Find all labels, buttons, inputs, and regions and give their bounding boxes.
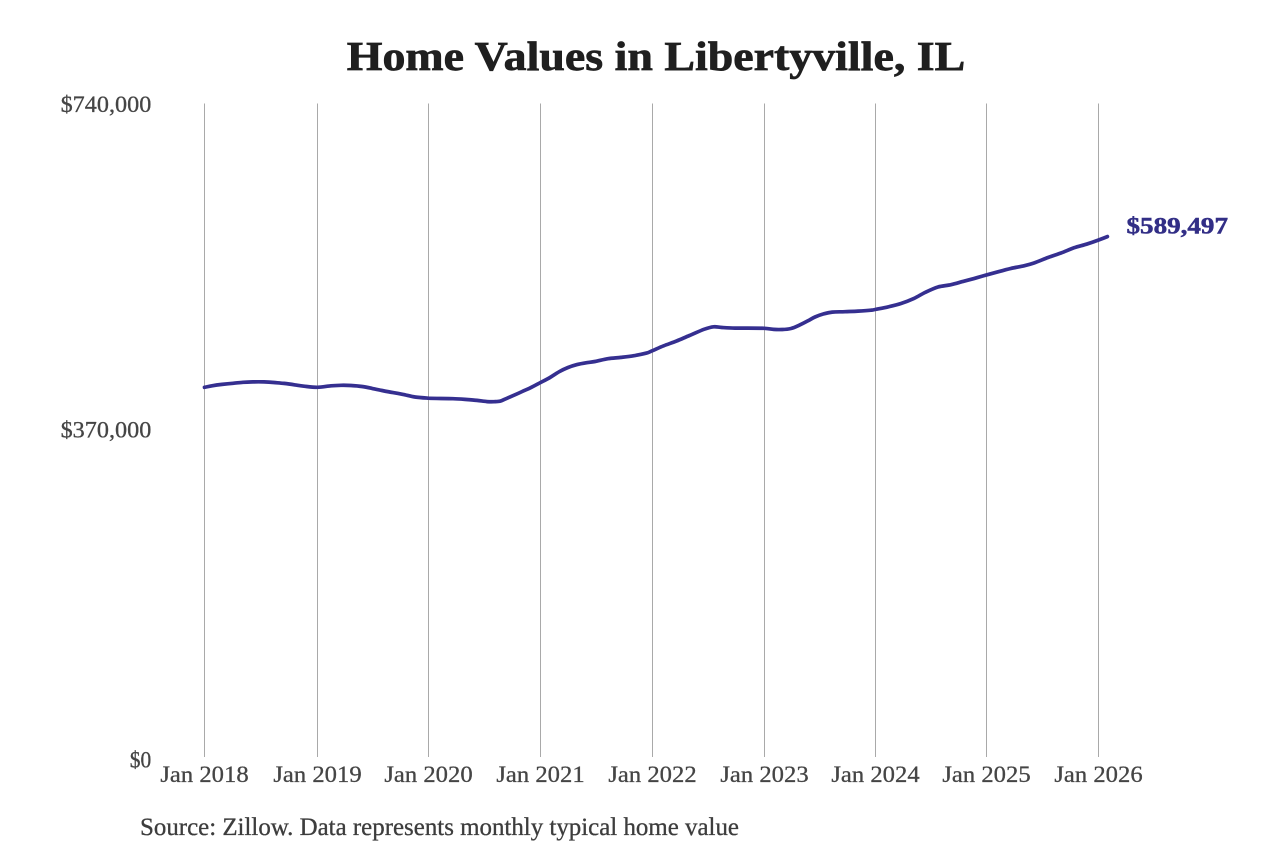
svg-text:Home Values in Libertyville, I: Home Values in Libertyville, IL: [347, 34, 965, 79]
svg-text:Jan 2026: Jan 2026: [1054, 762, 1143, 788]
svg-text:Jan 2024: Jan 2024: [831, 762, 920, 788]
svg-text:$740,000: $740,000: [61, 92, 152, 118]
svg-text:Jan 2020: Jan 2020: [384, 762, 472, 788]
svg-text:$0: $0: [130, 748, 152, 774]
svg-text:Jan 2023: Jan 2023: [720, 762, 808, 788]
svg-text:$370,000: $370,000: [61, 417, 152, 443]
svg-text:Jan 2018: Jan 2018: [160, 762, 248, 788]
svg-text:Jan 2019: Jan 2019: [273, 762, 361, 788]
svg-text:Jan 2025: Jan 2025: [942, 762, 1030, 788]
svg-text:Jan 2022: Jan 2022: [608, 762, 696, 788]
svg-text:$589,497: $589,497: [1127, 214, 1229, 239]
svg-text:Jan 2021: Jan 2021: [496, 762, 584, 788]
svg-text:Source: Zillow. Data represent: Source: Zillow. Data represents monthly …: [140, 814, 739, 841]
